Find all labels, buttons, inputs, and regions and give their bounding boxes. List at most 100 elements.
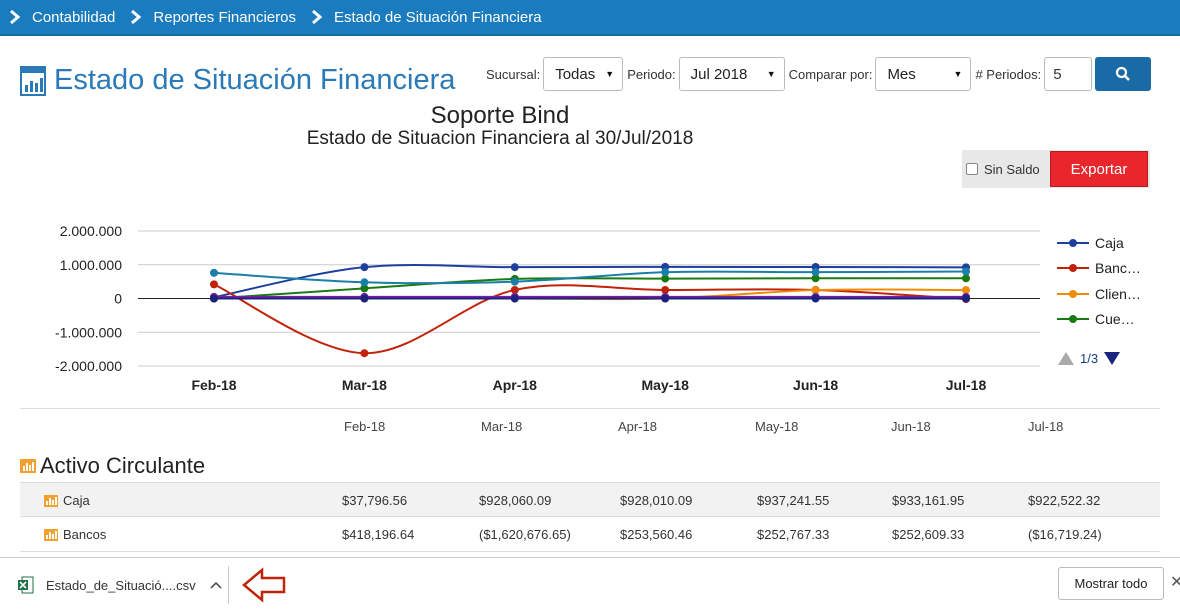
data-point — [360, 284, 369, 293]
data-point — [360, 263, 369, 272]
breadcrumb-item-estado[interactable]: Estado de Situación Financiera — [310, 9, 542, 26]
data-point — [962, 267, 970, 276]
legend-item-cuentas[interactable]: Cue… — [1057, 307, 1141, 333]
data-point — [210, 294, 218, 303]
legend-item-clientes[interactable]: Clien… — [1057, 281, 1141, 307]
table-cell: $937,241.55 — [757, 493, 830, 508]
arrow-left-icon — [242, 567, 286, 603]
data-point — [962, 286, 970, 295]
comparar-label: Comparar por: — [788, 66, 873, 82]
divider — [228, 566, 229, 604]
filter-bar: Sucursal: Todas ▼ Periodo: Jul 2018 ▼ Co… — [486, 57, 1152, 91]
breadcrumb-item-reportes[interactable]: Reportes Financieros — [129, 9, 296, 26]
data-point — [962, 294, 970, 303]
data-point — [360, 278, 369, 287]
legend-label: Clien… — [1095, 285, 1141, 302]
table-cell: $928,060.09 — [479, 493, 552, 508]
row-label: Caja — [63, 493, 90, 508]
chart-legend: Caja Banc… Clien… Cue… — [1057, 230, 1141, 332]
comparar-select[interactable]: Mes ▼ — [875, 57, 972, 91]
legend-item-bancos[interactable]: Banc… — [1057, 256, 1141, 282]
show-all-button[interactable]: Mostrar todo — [1058, 567, 1164, 600]
column-header: May-18 — [755, 419, 799, 434]
sucursal-label: Sucursal: — [486, 66, 541, 82]
data-point — [962, 274, 970, 283]
legend-marker — [1057, 262, 1089, 274]
chevron-up-icon[interactable] — [210, 581, 222, 589]
column-header: Feb-18 — [344, 419, 386, 434]
close-icon[interactable]: ✕ — [1170, 574, 1180, 591]
comparar-value: Mes — [887, 65, 916, 83]
sucursal-select[interactable]: Todas ▼ — [543, 57, 624, 91]
bar-chart-icon[interactable] — [20, 459, 36, 473]
chevron-right-icon — [131, 9, 142, 25]
legend-marker — [1057, 313, 1089, 325]
table-cell: ($16,719.24) — [1028, 527, 1102, 542]
legend-label: Banc… — [1095, 260, 1141, 277]
data-point — [360, 294, 369, 303]
series-line — [213, 277, 967, 300]
column-header: Apr-18 — [618, 419, 658, 434]
table-row: Caja $37,796.56 $928,060.09 $928,010.09 … — [20, 482, 1160, 517]
breadcrumb-label: Contabilidad — [32, 8, 116, 26]
page-down-icon[interactable] — [1104, 352, 1121, 365]
sucursal-value: Todas — [555, 65, 596, 83]
data-point — [811, 274, 820, 283]
section-activo-circulante: Activo Circulante — [20, 453, 205, 479]
table-cell: $252,609.33 — [892, 527, 965, 542]
column-header: Mar-18 — [481, 419, 523, 434]
download-file-name: Estado_de_Situació....csv — [46, 577, 196, 593]
table-cell: ($1,620,676.65) — [479, 527, 571, 542]
legend-pager: 1/3 — [1058, 351, 1121, 366]
x-tick-label: Jul-18 — [946, 377, 987, 393]
chevron-right-icon — [312, 9, 323, 25]
x-tick-label: Feb-18 — [191, 377, 236, 393]
table-cell: $928,010.09 — [620, 493, 693, 508]
breadcrumb-label: Estado de Situación Financiera — [333, 8, 542, 26]
table-cell: $37,796.56 — [342, 493, 408, 508]
caret-down-icon: ▼ — [953, 69, 963, 79]
table-cell: $922,522.32 — [1028, 493, 1101, 508]
breadcrumb-item-contabilidad[interactable]: Contabilidad — [8, 9, 115, 26]
table-row: Bancos $418,196.64 ($1,620,676.65) $253,… — [20, 517, 1160, 552]
search-icon — [1116, 66, 1131, 81]
data-point — [661, 268, 670, 277]
row-label: Bancos — [63, 527, 107, 542]
table-cell: $253,560.46 — [620, 527, 693, 542]
legend-marker — [1057, 237, 1089, 249]
data-point — [510, 294, 519, 303]
chart-subtitle: Estado de Situacion Financiera al 30/Jul… — [306, 128, 694, 149]
caret-down-icon: ▼ — [605, 69, 615, 79]
data-point — [661, 285, 670, 294]
page-up-icon[interactable] — [1058, 352, 1074, 365]
download-item[interactable]: Estado_de_Situació....csv — [18, 576, 222, 594]
download-bar: Estado_de_Situació....csv Mostrar todo ✕ — [0, 557, 1180, 613]
sin-saldo-checkbox[interactable] — [966, 163, 978, 175]
search-button[interactable] — [1095, 57, 1152, 91]
section-title: Activo Circulante — [40, 453, 206, 478]
periodo-select[interactable]: Jul 2018 ▼ — [678, 57, 785, 91]
legend-item-caja[interactable]: Caja — [1057, 230, 1141, 256]
periodos-label: # Periodos: — [975, 66, 1042, 82]
pager-text: 1/3 — [1080, 351, 1099, 366]
page-title-text: Estado de Situación Financiera — [54, 64, 456, 96]
legend-marker — [1057, 288, 1089, 300]
data-point — [811, 294, 820, 303]
series-line — [213, 263, 967, 299]
row-name[interactable]: Caja — [44, 493, 90, 508]
breadcrumb-label: Reportes Financieros — [153, 8, 296, 26]
chevron-right-icon — [10, 9, 21, 25]
bar-chart-icon — [44, 528, 58, 541]
table-cell: $933,161.95 — [892, 493, 965, 508]
y-tick-label: -1.000.000 — [55, 324, 122, 340]
export-button[interactable]: Exportar — [1050, 151, 1148, 187]
data-point — [661, 294, 670, 303]
data-point — [210, 280, 218, 289]
data-point — [210, 268, 218, 277]
row-name[interactable]: Bancos — [44, 527, 106, 542]
x-tick-label: Mar-18 — [342, 377, 387, 393]
caret-down-icon: ▼ — [766, 69, 776, 79]
periodos-input[interactable]: 5 — [1044, 57, 1093, 91]
periodo-label: Periodo: — [627, 66, 676, 82]
